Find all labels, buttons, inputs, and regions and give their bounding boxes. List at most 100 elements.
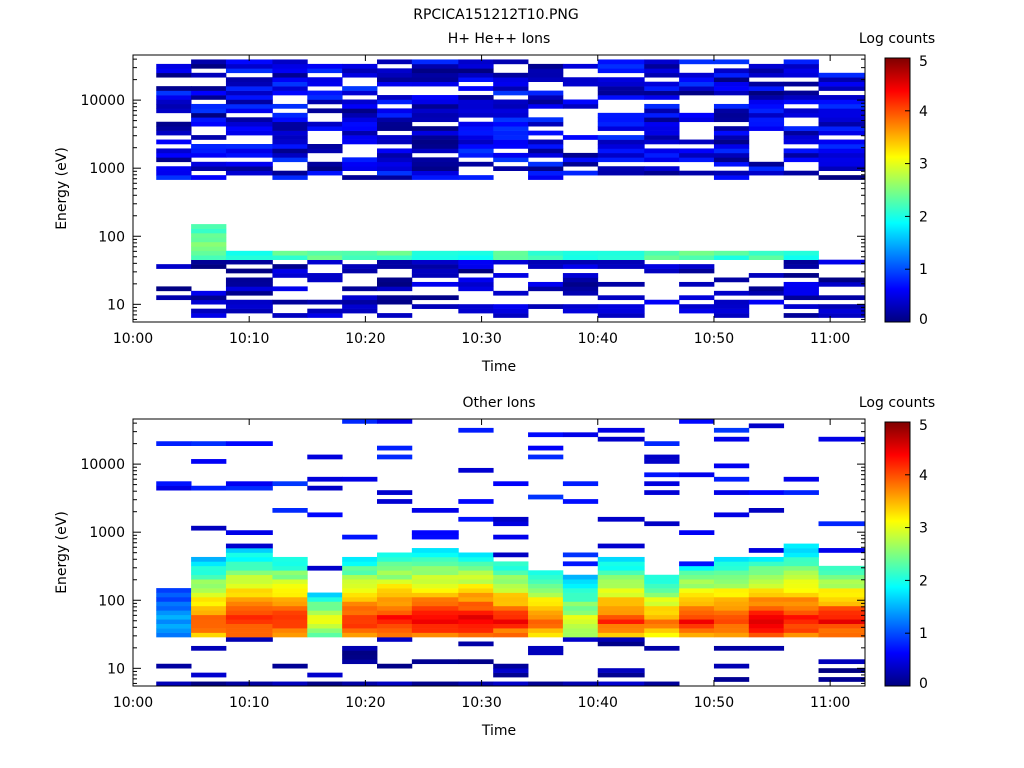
heatmap-cell: [225, 552, 273, 558]
heatmap-cell: [679, 619, 715, 624]
heatmap-cell: [818, 574, 866, 580]
heatmap-cell: [493, 663, 529, 669]
heatmap-cell: [225, 619, 273, 624]
heatmap-cell: [411, 570, 459, 576]
heatmap-cell: [493, 250, 529, 256]
x-tick-label: 11:00: [810, 695, 850, 711]
heatmap-cell: [597, 628, 645, 633]
heatmap-cell: [411, 144, 459, 149]
heatmap-cell: [342, 574, 378, 580]
heatmap-cell: [493, 313, 529, 318]
heatmap-cell: [458, 583, 494, 589]
heatmap-cell: [411, 273, 459, 278]
heatmap-cell: [748, 72, 785, 78]
heatmap-cell: [411, 268, 459, 274]
heatmap-cell: [342, 601, 378, 607]
heatmap-cell: [458, 579, 494, 584]
heatmap-cell: [597, 112, 645, 118]
heatmap-cell: [191, 632, 227, 638]
heatmap-cell: [225, 308, 273, 314]
x-tick-label: 10:40: [578, 695, 618, 711]
heatmap-cell: [713, 139, 750, 145]
heatmap-cell: [458, 570, 494, 576]
heatmap-cell: [411, 250, 459, 256]
heatmap-cell: [528, 445, 564, 451]
heatmap-cell: [597, 632, 645, 638]
heatmap-cell: [411, 117, 459, 123]
heatmap-cell: [307, 108, 343, 114]
heatmap-cell: [748, 583, 785, 589]
heatmap-cell: [377, 552, 413, 558]
heatmap-cell: [272, 255, 308, 260]
heatmap-cell: [377, 565, 413, 571]
heatmap-cell: [342, 570, 378, 576]
heatmap-cell: [342, 112, 378, 118]
heatmap-cell: [644, 681, 680, 687]
heatmap-cell: [562, 574, 599, 580]
heatmap-cell: [713, 86, 750, 91]
heatmap-cell: [528, 632, 564, 638]
heatmap-cell: [748, 255, 785, 260]
heatmap-cell: [411, 579, 459, 584]
heatmap-cell: [783, 68, 819, 74]
heatmap-cell: [713, 601, 750, 607]
heatmap-cell: [493, 570, 529, 576]
heatmap-cell: [342, 255, 378, 260]
heatmap-cell: [377, 286, 413, 292]
heatmap-cell: [225, 543, 273, 549]
heatmap-cell: [411, 304, 459, 309]
heatmap-cell: [458, 277, 494, 283]
heatmap-cell: [342, 654, 378, 660]
heatmap-cell: [562, 286, 599, 292]
heatmap-cell: [679, 565, 715, 571]
heatmap-cell: [528, 250, 564, 256]
heatmap-cell: [191, 645, 227, 651]
heatmap-cell: [597, 166, 645, 171]
heatmap-cell: [493, 583, 529, 589]
heatmap-cell: [225, 605, 273, 611]
heatmap-cell: [411, 148, 459, 154]
y-tick-label: 100: [98, 229, 125, 245]
heatmap-cell: [713, 250, 750, 256]
heatmap-cell: [783, 304, 819, 309]
heatmap-cell: [713, 299, 750, 305]
heatmap-cell: [493, 632, 529, 638]
heatmap-cell: [156, 628, 192, 633]
heatmap-cell: [644, 264, 680, 269]
heatmap-cell: [458, 619, 494, 624]
heatmap-cell: [225, 77, 273, 82]
heatmap-cell: [156, 632, 192, 638]
heatmap-cell: [191, 95, 227, 100]
heatmap-cell: [493, 152, 529, 158]
heatmap-cell: [156, 610, 192, 616]
heatmap-cell: [818, 605, 866, 611]
heatmap-cell: [225, 299, 273, 305]
heatmap-cell: [597, 681, 645, 687]
heatmap-cell: [597, 565, 645, 571]
heatmap-cell: [191, 121, 227, 127]
heatmap-cell: [644, 574, 680, 580]
x-axis: 10:00 10:10 10:20 10:30 10:40 10:50 11:00 Time: [113, 55, 850, 375]
heatmap-cell: [679, 579, 715, 584]
heatmap-cell: [528, 77, 564, 82]
heatmap-cell: [562, 255, 599, 260]
heatmap-cell: [679, 601, 715, 607]
heatmap-cell: [748, 273, 785, 278]
heatmap-cell: [377, 72, 413, 78]
heatmap-cell: [528, 90, 564, 96]
heatmap-cell: [713, 290, 750, 296]
heatmap-cell: [493, 605, 529, 611]
heatmap-cell: [225, 259, 273, 265]
heatmap-cell: [818, 295, 866, 301]
heatmap-cell: [528, 605, 564, 611]
heatmap-cell: [783, 632, 819, 638]
heatmap-cell: [597, 255, 645, 260]
heatmap-cell: [377, 259, 413, 265]
x-tick-label: 10:10: [229, 695, 269, 711]
heatmap-cell: [528, 623, 564, 629]
heatmap-cell: [644, 95, 680, 100]
heatmap-cell: [225, 170, 273, 176]
heatmap-cell: [411, 157, 459, 163]
heatmap-cell: [493, 99, 529, 105]
heatmap-cell: [377, 148, 413, 154]
